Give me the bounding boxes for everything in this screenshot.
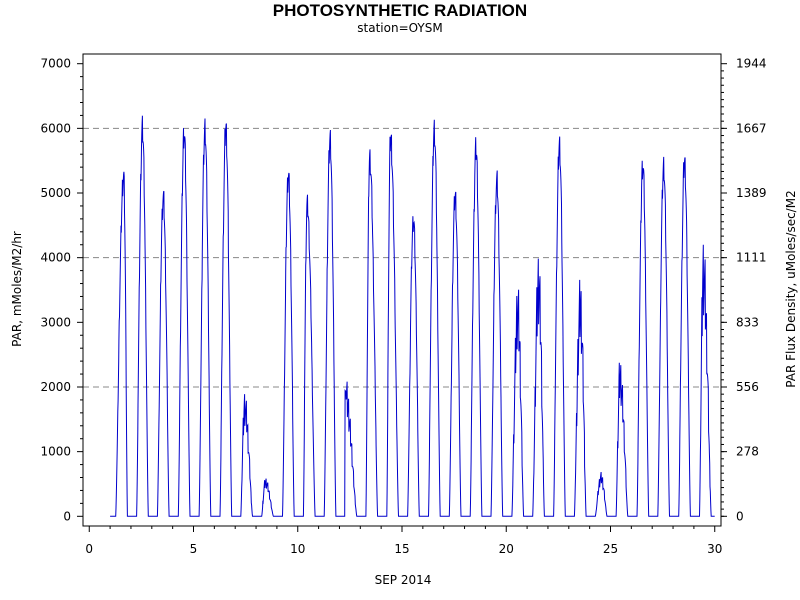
x-tick-label: 10	[290, 542, 305, 556]
y-tick-label: 4000	[40, 251, 71, 265]
y2-tick-label: 1389	[736, 186, 767, 200]
y2-tick-label: 1111	[736, 251, 767, 265]
x-tick-label: 25	[603, 542, 618, 556]
y-tick-label: 6000	[40, 121, 71, 135]
y-tick-label: 1000	[40, 445, 71, 459]
x-tick-label: 20	[499, 542, 514, 556]
y2-tick-label: 278	[736, 445, 759, 459]
y-tick-label: 3000	[40, 315, 71, 329]
y2-tick-label: 1667	[736, 121, 767, 135]
y-tick-label: 5000	[40, 186, 71, 200]
axes: 0 1000 2000 3000 4000 5000 6000 7000 0 278 556 833 1…	[40, 57, 766, 556]
x-tick-label: 0	[85, 542, 93, 556]
y2-tick-label: 1944	[736, 57, 767, 71]
x-tick-label: 15	[394, 542, 409, 556]
par-series	[110, 115, 715, 517]
y2-tick-label: 833	[736, 315, 759, 329]
y-axis-title: PAR, mMoles/M2/hr	[10, 231, 24, 347]
y-tick-label: 0	[63, 509, 71, 523]
y2-axis-title: PAR Flux Density, uMoles/sec/M2	[784, 190, 798, 387]
x-tick-label: 30	[707, 542, 722, 556]
chart-title: PHOTOSYNTHETIC RADIATION	[272, 1, 528, 20]
y-tick-label: 2000	[40, 380, 71, 394]
y2-tick-label: 556	[736, 380, 759, 394]
par-line	[110, 115, 715, 517]
chart-subtitle: station=OYSM	[357, 21, 443, 35]
grid-lines	[83, 127, 721, 388]
y-tick-label: 7000	[40, 57, 71, 71]
x-tick-label: 5	[190, 542, 198, 556]
y2-tick-label: 0	[736, 509, 744, 523]
x-axis-title: SEP 2014	[375, 573, 432, 587]
